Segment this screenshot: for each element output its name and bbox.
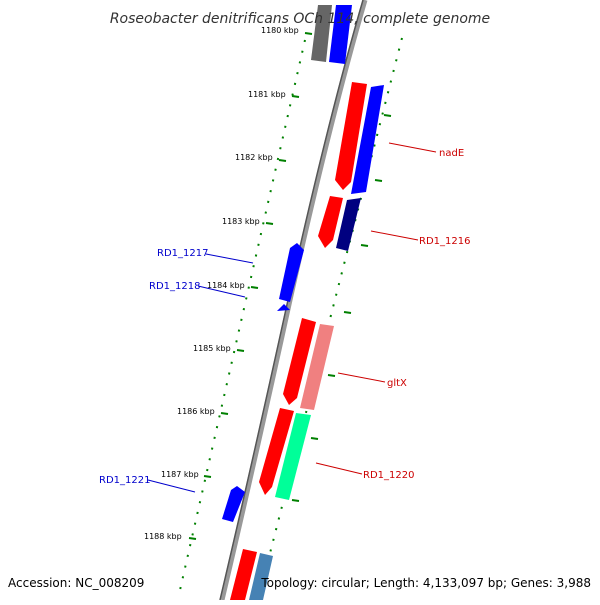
kbp-label-1182: 1182 kbp <box>235 153 273 162</box>
gene-blue-upper[interactable] <box>351 85 384 194</box>
gene-RD1_1220-green[interactable] <box>275 413 311 500</box>
gene-RD1_1218-blue[interactable] <box>277 304 290 311</box>
kbp-label-1185: 1185 kbp <box>193 344 231 353</box>
gene-RD1_1217-blue[interactable] <box>279 243 304 302</box>
outer-minor-ticks <box>291 114 392 502</box>
gene-label-RD1_1218[interactable]: RD1_1218 <box>149 281 200 292</box>
gene-gltX-red[interactable] <box>283 318 316 405</box>
gene-top-blue[interactable] <box>329 5 352 64</box>
gene-label-RD1_1220[interactable]: RD1_1220 <box>363 470 414 481</box>
gene-label-RD1_1217[interactable]: RD1_1217 <box>157 248 208 259</box>
gene-RD1_1220-red[interactable] <box>259 408 294 495</box>
gene-gltX-pink[interactable] <box>300 324 334 410</box>
accession-text: Accession: NC_008209 <box>8 576 144 590</box>
gene-RD1_1216-red[interactable] <box>318 196 343 248</box>
gene-top-gray[interactable] <box>311 5 332 62</box>
gene-label-gltX[interactable]: gltX <box>387 378 407 389</box>
gene-label-nadE[interactable]: nadE <box>439 148 464 159</box>
map-title: Roseobacter denitrificans OCh 114, compl… <box>110 11 490 27</box>
gene-labels: nadE RD1_1216 RD1_1217 RD1_1218 gltX RD1… <box>99 148 470 486</box>
kbp-label-1186: 1186 kbp <box>177 407 215 416</box>
kbp-label-1188: 1188 kbp <box>144 532 182 541</box>
topology-text: Topology: circular; Length: 4,133,097 bp… <box>260 576 591 590</box>
kbp-label-1181: 1181 kbp <box>248 90 286 99</box>
gene-RD1_1221-blue[interactable] <box>222 486 245 522</box>
gene-label-RD1_1216[interactable]: RD1_1216 <box>419 236 470 247</box>
kbp-major-ticks <box>188 32 313 540</box>
kbp-label-1184: 1184 kbp <box>207 281 245 290</box>
gene-bottom-red[interactable] <box>230 549 257 600</box>
kbp-label-1187: 1187 kbp <box>161 470 199 479</box>
kbp-label-1180: 1180 kbp <box>261 26 299 35</box>
gene-bottom-steel[interactable] <box>249 553 273 600</box>
label-connectors <box>147 142 437 493</box>
kbp-labels: 1180 kbp 1181 kbp 1182 kbp 1183 kbp 1184… <box>144 26 299 541</box>
gene-nadE-red[interactable] <box>335 82 367 190</box>
gene-label-RD1_1221[interactable]: RD1_1221 <box>99 475 150 486</box>
gene-RD1_1216-navy[interactable] <box>336 198 361 251</box>
genome-backbone <box>219 0 368 601</box>
kbp-label-1183: 1183 kbp <box>222 217 260 226</box>
